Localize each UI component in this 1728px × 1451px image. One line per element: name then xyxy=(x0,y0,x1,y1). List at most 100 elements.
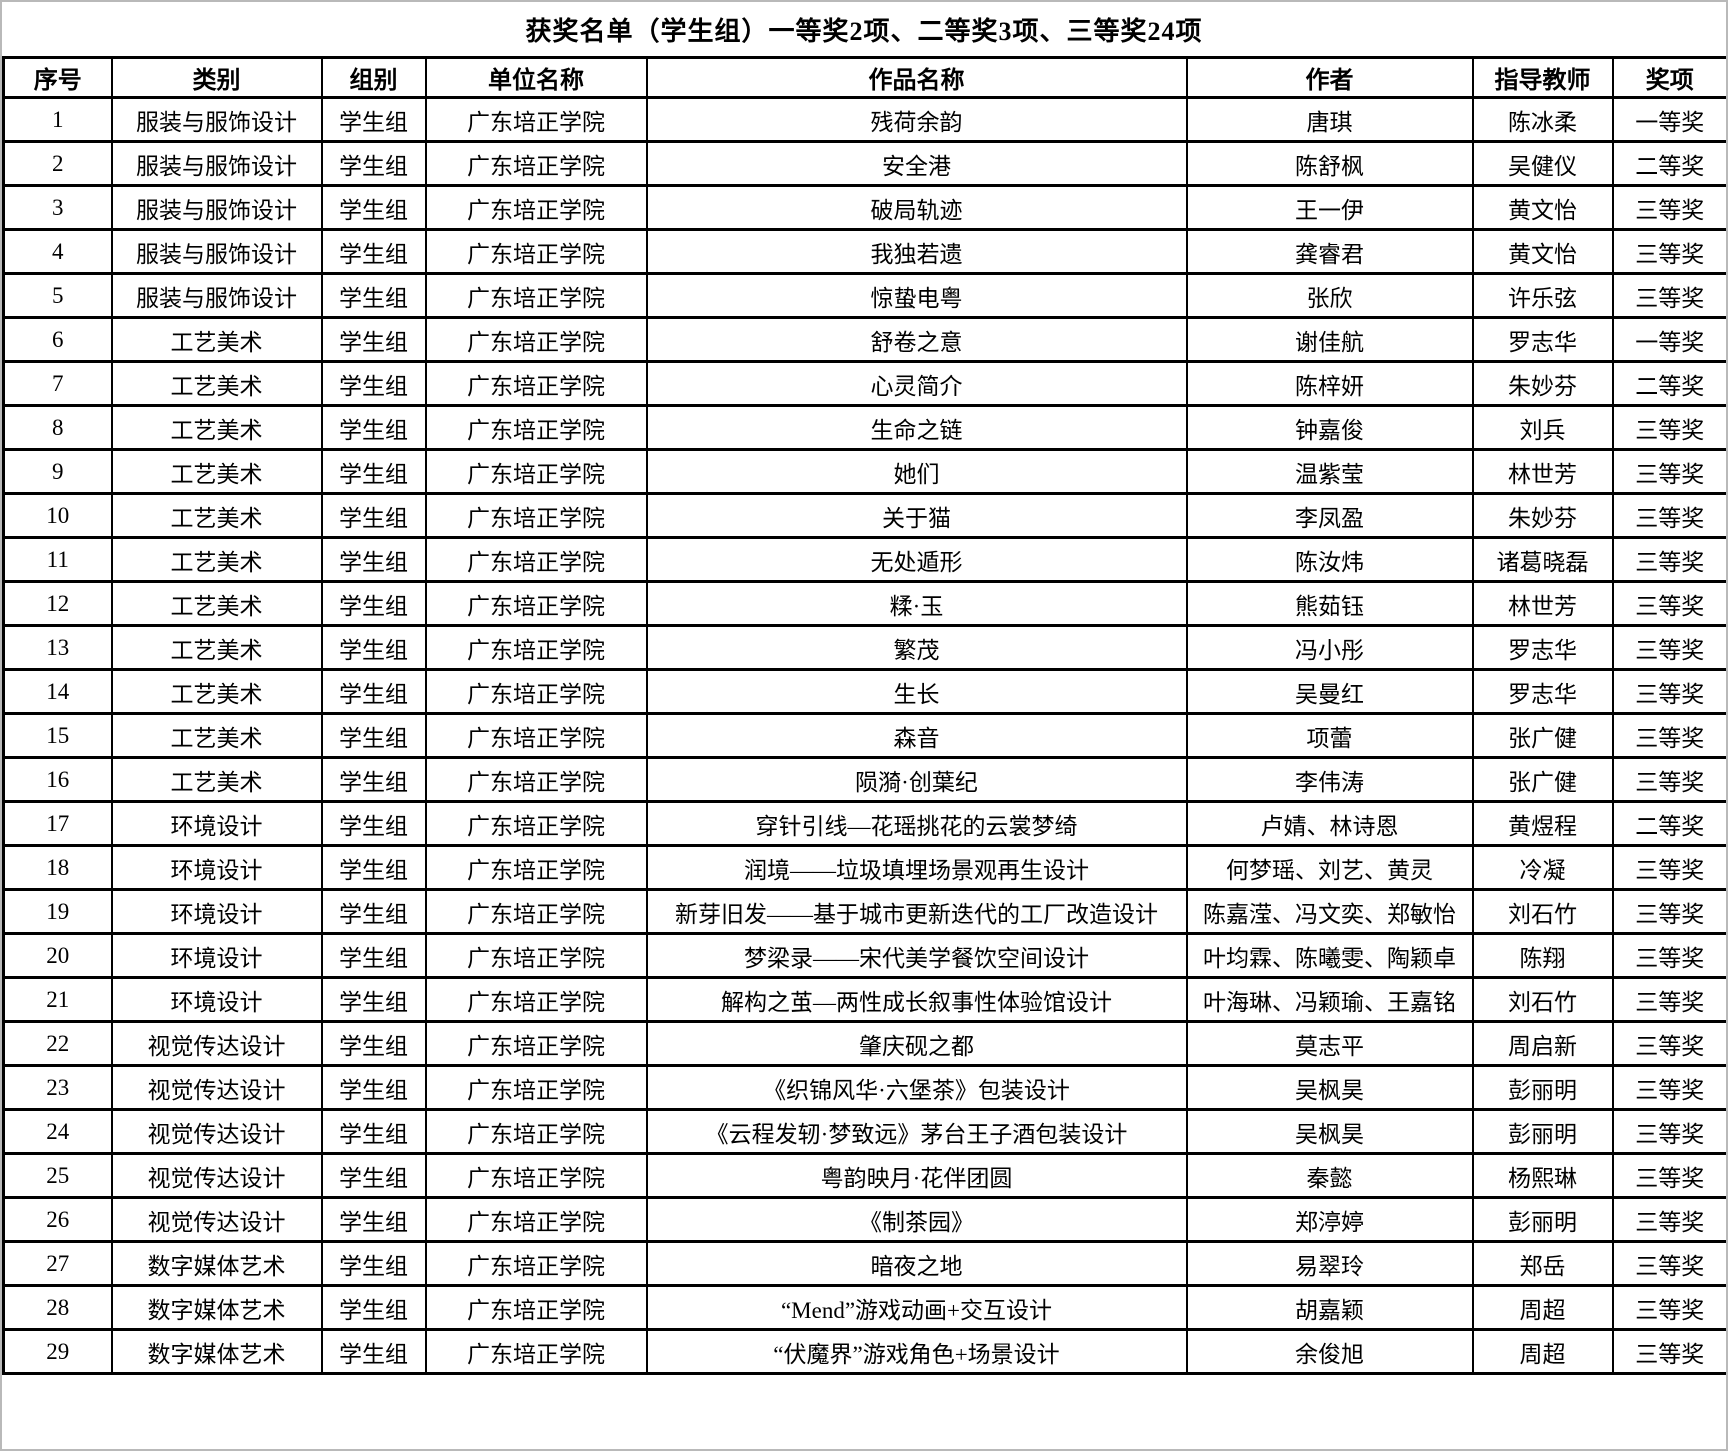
table-cell: 广东培正学院 xyxy=(424,1328,648,1375)
table-cell: 张广健 xyxy=(1471,756,1614,803)
table-cell: 李凤盈 xyxy=(1185,492,1474,539)
table-cell: 数字媒体艺术 xyxy=(110,1240,323,1287)
table-row: 22 视觉传达设计 学生组 广东培正学院 肇庆砚之都 莫志平 周启新 三等奖 xyxy=(2,1020,1726,1067)
table-cell: 6 xyxy=(2,316,113,363)
table-cell: 学生组 xyxy=(320,580,427,627)
table-cell: 16 xyxy=(2,756,113,803)
table-cell: 三等奖 xyxy=(1611,1196,1726,1243)
column-header: 作者 xyxy=(1185,56,1474,99)
table-cell: 三等奖 xyxy=(1611,932,1726,979)
table-cell: 《云程发轫·梦致远》茅台王子酒包装设计 xyxy=(645,1108,1188,1155)
table-cell: 叶海琳、冯颖瑜、王嘉铭 xyxy=(1185,976,1474,1023)
table-cell: 学生组 xyxy=(320,404,427,451)
table-cell: 学生组 xyxy=(320,492,427,539)
table-cell: 工艺美术 xyxy=(110,580,323,627)
table-cell: 14 xyxy=(2,668,113,715)
table-cell: 23 xyxy=(2,1064,113,1111)
table-cell: 学生组 xyxy=(320,360,427,407)
table-row: 21 环境设计 学生组 广东培正学院 解构之茧—两性成长叙事性体验馆设计 叶海琳、冯颖瑜、… xyxy=(2,976,1726,1023)
table-cell: 19 xyxy=(2,888,113,935)
table-cell: 环境设计 xyxy=(110,844,323,891)
table-cell: 10 xyxy=(2,492,113,539)
table-cell: 糅·玉 xyxy=(645,580,1188,627)
table-cell: 3 xyxy=(2,184,113,231)
table-cell: 工艺美术 xyxy=(110,360,323,407)
table-row: 17 环境设计 学生组 广东培正学院 穿针引线—花瑶挑花的云裳梦绮 卢婧、林诗恩 黄煜程 二等… xyxy=(2,800,1726,847)
table-cell: 广东培正学院 xyxy=(424,536,648,583)
table-cell: 广东培正学院 xyxy=(424,580,648,627)
table-cell: 广东培正学院 xyxy=(424,932,648,979)
table-cell: 三等奖 xyxy=(1611,580,1726,627)
table-cell: 刘石竹 xyxy=(1471,888,1614,935)
table-cell: 梦梁录——宋代美学餐饮空间设计 xyxy=(645,932,1188,979)
table-cell: 广东培正学院 xyxy=(424,404,648,451)
table-row: 5 服装与服饰设计 学生组 广东培正学院 惊蛰电粤 张欣 许乐弦 三等奖 xyxy=(2,272,1726,319)
table-cell: 服装与服饰设计 xyxy=(110,96,323,143)
table-cell: 学生组 xyxy=(320,1020,427,1067)
table-row: 9 工艺美术 学生组 广东培正学院 她们 温紫莹 林世芳 三等奖 xyxy=(2,448,1726,495)
table-cell: 1 xyxy=(2,96,113,143)
table-cell: 二等奖 xyxy=(1611,360,1726,407)
table-cell: 27 xyxy=(2,1240,113,1287)
table-cell: 12 xyxy=(2,580,113,627)
table-cell: 陈翔 xyxy=(1471,932,1614,979)
table-cell: 视觉传达设计 xyxy=(110,1196,323,1243)
table-row: 25 视觉传达设计 学生组 广东培正学院 粤韵映月·花伴团圆 秦懿 杨熙琳 三等奖 xyxy=(2,1152,1726,1199)
table-cell: 她们 xyxy=(645,448,1188,495)
table-cell: 广东培正学院 xyxy=(424,1240,648,1287)
table-cell: 学生组 xyxy=(320,96,427,143)
table-cell: 学生组 xyxy=(320,1196,427,1243)
awards-table: 序号 类别 组别 单位名称 作品名称 作者 指导教师 奖项 1 服装与服饰设计 学生组 广东培正学院… xyxy=(2,56,1726,1375)
table-cell: 王一伊 xyxy=(1185,184,1474,231)
table-cell: 三等奖 xyxy=(1611,844,1726,891)
table-cell: 2 xyxy=(2,140,113,187)
table-cell: 李伟涛 xyxy=(1185,756,1474,803)
table-cell: 粤韵映月·花伴团圆 xyxy=(645,1152,1188,1199)
table-cell: 环境设计 xyxy=(110,932,323,979)
table-cell: 穿针引线—花瑶挑花的云裳梦绮 xyxy=(645,800,1188,847)
table-row: 23 视觉传达设计 学生组 广东培正学院 《织锦风华·六堡茶》包装设计 吴枫昊 彭丽明 三等奖 xyxy=(2,1064,1726,1111)
table-row: 3 服装与服饰设计 学生组 广东培正学院 破局轨迹 王一伊 黄文怡 三等奖 xyxy=(2,184,1726,231)
table-cell: 新芽旧发——基于城市更新迭代的工厂改造设计 xyxy=(645,888,1188,935)
table-row: 6 工艺美术 学生组 广东培正学院 舒卷之意 谢佳航 罗志华 一等奖 xyxy=(2,316,1726,363)
table-cell: 视觉传达设计 xyxy=(110,1108,323,1155)
table-cell: 环境设计 xyxy=(110,976,323,1023)
table-cell: 5 xyxy=(2,272,113,319)
column-header: 组别 xyxy=(320,56,427,99)
table-cell: 13 xyxy=(2,624,113,671)
table-cell: 广东培正学院 xyxy=(424,448,648,495)
table-cell: 林世芳 xyxy=(1471,580,1614,627)
table-cell: 唐琪 xyxy=(1185,96,1474,143)
table-cell: 罗志华 xyxy=(1471,668,1614,715)
table-cell: 黄文怡 xyxy=(1471,228,1614,275)
table-cell: 周超 xyxy=(1471,1284,1614,1331)
table-cell: 学生组 xyxy=(320,888,427,935)
table-row: 10 工艺美术 学生组 广东培正学院 关于猫 李凤盈 朱妙芬 三等奖 xyxy=(2,492,1726,539)
table-cell: 三等奖 xyxy=(1611,712,1726,759)
table-cell: 工艺美术 xyxy=(110,404,323,451)
table-cell: 熊茹钰 xyxy=(1185,580,1474,627)
table-cell: 广东培正学院 xyxy=(424,888,648,935)
table-cell: 三等奖 xyxy=(1611,756,1726,803)
table-cell: 学生组 xyxy=(320,316,427,363)
table-row: 12 工艺美术 学生组 广东培正学院 糅·玉 熊茹钰 林世芳 三等奖 xyxy=(2,580,1726,627)
table-cell: 11 xyxy=(2,536,113,583)
page-title: 获奖名单（学生组）一等奖2项、二等奖3项、三等奖24项 xyxy=(525,16,1203,46)
table-cell: 广东培正学院 xyxy=(424,272,648,319)
table-cell: 暗夜之地 xyxy=(645,1240,1188,1287)
table-cell: 一等奖 xyxy=(1611,316,1726,363)
table-cell: 《织锦风华·六堡茶》包装设计 xyxy=(645,1064,1188,1111)
table-row: 24 视觉传达设计 学生组 广东培正学院 《云程发轫·梦致远》茅台王子酒包装设计 吴枫昊彭… xyxy=(2,1108,1726,1155)
table-cell: 彭丽明 xyxy=(1471,1108,1614,1155)
table-row: 1 服装与服饰设计 学生组 广东培正学院 残荷余韵 唐琪 陈冰柔 一等奖 xyxy=(2,96,1726,143)
table-cell: 数字媒体艺术 xyxy=(110,1284,323,1331)
table-cell: 吴健仪 xyxy=(1471,140,1614,187)
table-cell: 森音 xyxy=(645,712,1188,759)
table-cell: 罗志华 xyxy=(1471,624,1614,671)
table-cell: 郑渟婷 xyxy=(1185,1196,1474,1243)
table-cell: 17 xyxy=(2,800,113,847)
table-cell: 关于猫 xyxy=(645,492,1188,539)
table-cell: 广东培正学院 xyxy=(424,800,648,847)
table-cell: 刘兵 xyxy=(1471,404,1614,451)
table-cell: 钟嘉俊 xyxy=(1185,404,1474,451)
